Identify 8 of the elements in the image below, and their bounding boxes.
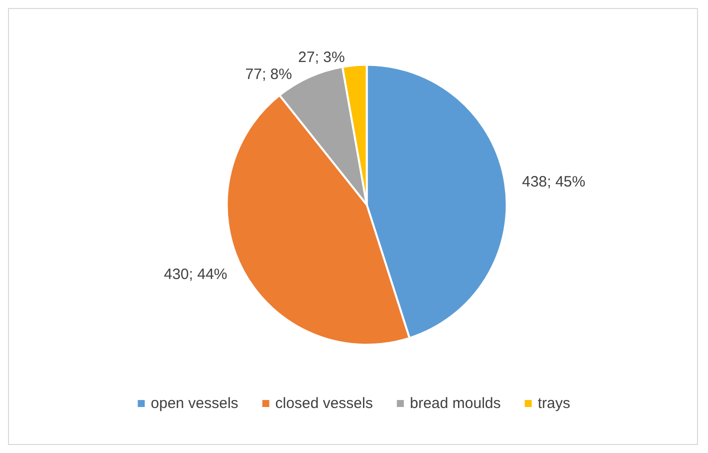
- data-label: 438; 45%: [522, 173, 586, 190]
- legend-label: bread moulds: [410, 395, 501, 412]
- legend-label: open vessels: [150, 395, 238, 412]
- data-label: 27; 3%: [298, 48, 345, 66]
- data-label: 430; 44%: [164, 266, 228, 284]
- legend-label: closed vessels: [275, 395, 373, 412]
- data-label: 77; 8%: [245, 66, 292, 83]
- legend-label: trays: [538, 395, 570, 412]
